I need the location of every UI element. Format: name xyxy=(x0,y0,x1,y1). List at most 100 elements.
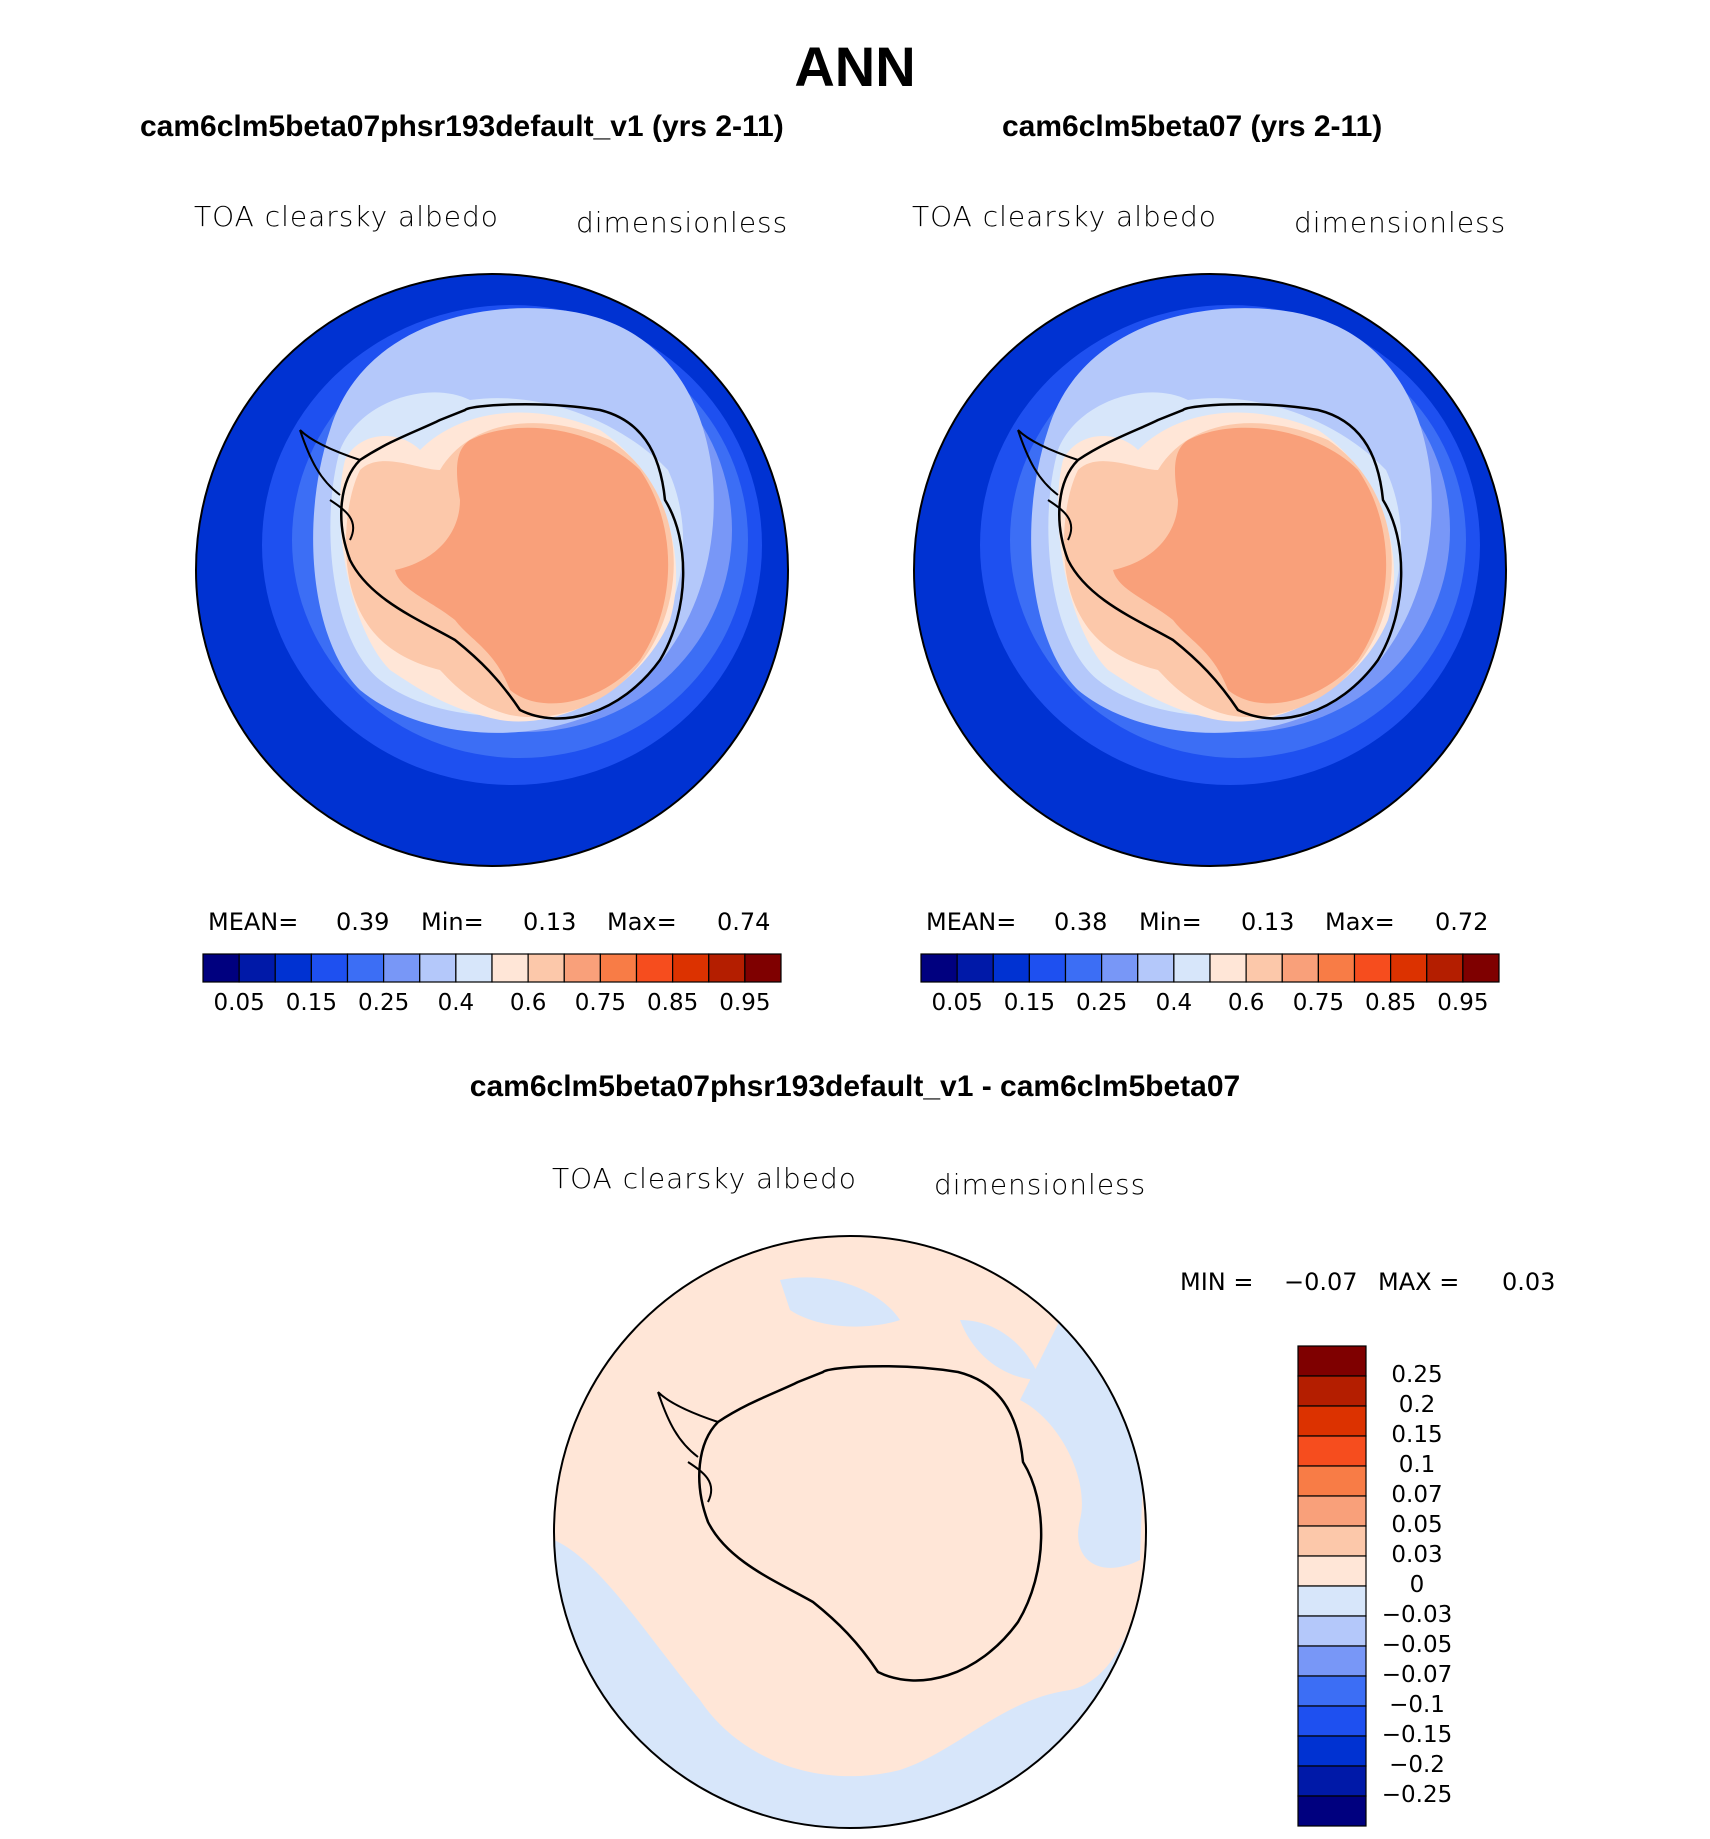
panel1-variable: TOA clearsky albedo xyxy=(194,200,499,233)
diff-colorbar-swatch xyxy=(1297,1495,1367,1527)
diff-colorbar-swatch xyxy=(1297,1765,1367,1797)
diff-colorbar xyxy=(1297,1345,1367,1827)
panel2-max-label: Max= xyxy=(1325,908,1395,936)
panel1-antarctica-coastline xyxy=(340,402,685,720)
panel2-colorbar-tick-label: 0.85 xyxy=(1365,990,1417,1016)
diff-colorbar-swatch xyxy=(1297,1795,1367,1827)
diff-colorbar-tick-label: −0.25 xyxy=(1381,1782,1453,1808)
diff-colorbar-swatch xyxy=(1297,1435,1367,1467)
panel1-peninsula-coastline xyxy=(299,429,361,541)
diff-colorbar-tick-label: −0.03 xyxy=(1381,1602,1453,1628)
panel2-colorbar-swatch xyxy=(1390,953,1428,983)
diff-variable: TOA clearsky albedo xyxy=(552,1162,857,1195)
panel1-colorbar-swatch xyxy=(563,953,601,983)
panel1-min-value: 0.13 xyxy=(523,908,577,936)
panel2-map-border xyxy=(913,273,1507,867)
diff-colorbar-swatch xyxy=(1297,1585,1367,1617)
panel1-map xyxy=(196,274,788,866)
panel1-colorbar-swatch xyxy=(599,953,638,983)
panel2-colorbar-tick-label: 0.25 xyxy=(1076,990,1128,1016)
panel2-map xyxy=(914,274,1506,866)
diff-field-negative xyxy=(960,1320,1040,1380)
panel2-colorbar-swatch xyxy=(1209,953,1247,983)
diff-colorbar-swatch xyxy=(1297,1615,1367,1647)
diff-colorbar-tick-label: 0.07 xyxy=(1391,1482,1443,1508)
panel1-colorbar-tick-label: 0.85 xyxy=(647,990,699,1016)
panel2-colorbar-swatch xyxy=(920,953,958,983)
panel2-colorbar xyxy=(920,953,1500,983)
panel1-field-band xyxy=(395,427,669,704)
panel2-min-label: Min= xyxy=(1139,908,1202,936)
panel1-mean-value: 0.39 xyxy=(336,908,390,936)
panel2-colorbar-tick-label: 0.6 xyxy=(1227,990,1265,1016)
panel2-mean-label: MEAN= xyxy=(926,908,1017,936)
panel1-min-label: Min= xyxy=(421,908,484,936)
panel1-colorbar-tick-label: 0.25 xyxy=(358,990,410,1016)
panel1-colorbar-swatch xyxy=(202,953,240,983)
diff-max-value: 0.03 xyxy=(1502,1268,1556,1296)
panel2-colorbar-tick-label: 0.75 xyxy=(1292,990,1344,1016)
diff-peninsula-coastline xyxy=(657,1391,719,1503)
panel1-colorbar-swatch xyxy=(491,953,529,983)
panel2-colorbar-swatch xyxy=(992,953,1030,983)
diff-max-label: MAX = xyxy=(1378,1268,1460,1296)
panel1-mean-label: MEAN= xyxy=(208,908,299,936)
panel1-colorbar-swatch xyxy=(419,953,457,983)
panel1-max-value: 0.74 xyxy=(717,908,771,936)
panel1-colorbar-swatch xyxy=(238,953,276,983)
panel1-colorbar-swatch xyxy=(708,953,746,983)
panel1-colorbar-swatch xyxy=(346,953,385,983)
panel2-colorbar-swatch xyxy=(1462,953,1500,983)
panel2-title: cam6clm5beta07 (yrs 2-11) xyxy=(1002,110,1383,143)
diff-colorbar-tick-label: 0.05 xyxy=(1391,1512,1443,1538)
diff-colorbar-swatch xyxy=(1297,1705,1367,1737)
diff-colorbar-tick-label: −0.1 xyxy=(1389,1692,1445,1718)
diff-colorbar-swatch xyxy=(1297,1555,1367,1587)
diff-colorbar-tick-label: −0.05 xyxy=(1381,1632,1453,1658)
panel1-colorbar-swatch xyxy=(672,953,710,983)
diff-colorbar-swatch xyxy=(1297,1345,1367,1377)
panel1-colorbar-swatch xyxy=(455,953,493,983)
panel2-colorbar-swatch xyxy=(1101,953,1139,983)
diff-map xyxy=(554,1236,1146,1828)
diff-colorbar-tick-label: 0 xyxy=(1409,1572,1425,1598)
diff-antarctica-coastline xyxy=(698,1364,1043,1682)
diff-field-positive xyxy=(554,1236,1146,1828)
diff-colorbar-swatch xyxy=(1297,1735,1367,1767)
panel2-peninsula-coastline xyxy=(1017,429,1079,541)
diff-colorbar-swatch xyxy=(1297,1645,1367,1677)
panel2-colorbar-swatch xyxy=(1426,953,1464,983)
diff-min-label: MIN = xyxy=(1180,1268,1254,1296)
diff-map-border xyxy=(553,1235,1147,1829)
panel2-antarctica-coastline xyxy=(1058,402,1403,720)
panel1-colorbar-swatch xyxy=(744,953,782,983)
diff-colorbar-tick-label: −0.2 xyxy=(1389,1752,1445,1778)
diff-colorbar-tick-label: 0.25 xyxy=(1391,1362,1443,1388)
diff-field-negative xyxy=(780,1277,900,1327)
diff-colorbar-swatch xyxy=(1297,1465,1367,1497)
panel2-min-value: 0.13 xyxy=(1241,908,1295,936)
panel1-max-label: Max= xyxy=(607,908,677,936)
panel1-colorbar-tick-label: 0.05 xyxy=(213,990,265,1016)
panel1-units: dimensionless xyxy=(576,206,789,239)
diff-panel-title: cam6clm5beta07phsr193default_v1 - cam6cl… xyxy=(469,1070,1241,1103)
panel2-colorbar-swatch xyxy=(1137,953,1175,983)
diff-colorbar-tick-label: −0.15 xyxy=(1381,1722,1453,1748)
panel2-colorbar-swatch xyxy=(1353,953,1392,983)
panel2-colorbar-tick-label: 0.05 xyxy=(931,990,983,1016)
panel1-colorbar-tick-label: 0.4 xyxy=(437,990,475,1016)
panel1-colorbar-swatch xyxy=(274,953,312,983)
panel2-colorbar-swatch xyxy=(1281,953,1319,983)
panel2-variable: TOA clearsky albedo xyxy=(912,200,1217,233)
diff-units: dimensionless xyxy=(934,1168,1147,1201)
panel2-colorbar-swatch xyxy=(1317,953,1356,983)
diff-colorbar-swatch xyxy=(1297,1675,1367,1707)
diff-min-value: −0.07 xyxy=(1284,1268,1358,1296)
diff-colorbar-swatch xyxy=(1297,1375,1367,1407)
diff-colorbar-tick-label: 0.1 xyxy=(1398,1452,1436,1478)
panel1-colorbar-swatch xyxy=(527,953,565,983)
page-title: ANN xyxy=(794,35,916,98)
panel2-colorbar-swatch xyxy=(1245,953,1283,983)
panel1-colorbar xyxy=(202,953,782,983)
panel1-colorbar-swatch xyxy=(310,953,349,983)
